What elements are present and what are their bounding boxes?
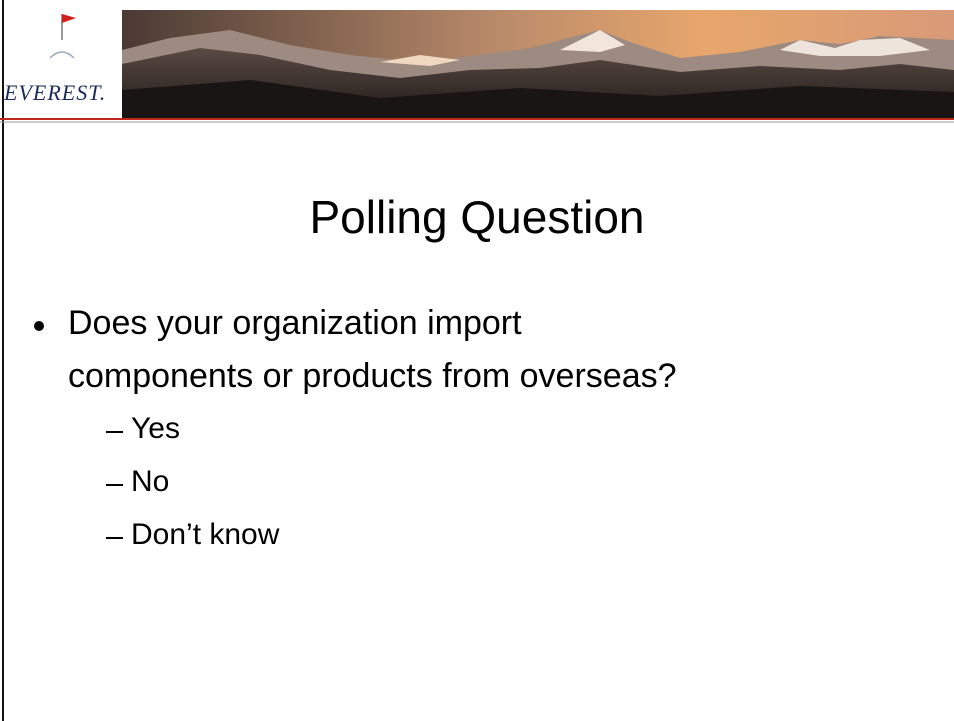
header-banner xyxy=(0,10,954,123)
left-rule xyxy=(2,0,4,721)
bullet-marker xyxy=(34,321,44,331)
bullet-text: components or products from overseas? xyxy=(68,357,677,395)
slide-title: Polling Question xyxy=(309,191,645,243)
option-dash xyxy=(106,431,123,433)
option-text: No xyxy=(131,465,170,498)
logo-text: EVEREST. xyxy=(4,80,107,105)
option-dash xyxy=(106,484,123,486)
bullet-text: Does your organization import xyxy=(68,304,522,342)
option-dash xyxy=(106,537,123,539)
option-text: Don’t know xyxy=(131,518,280,551)
option-text: Yes xyxy=(131,412,180,445)
